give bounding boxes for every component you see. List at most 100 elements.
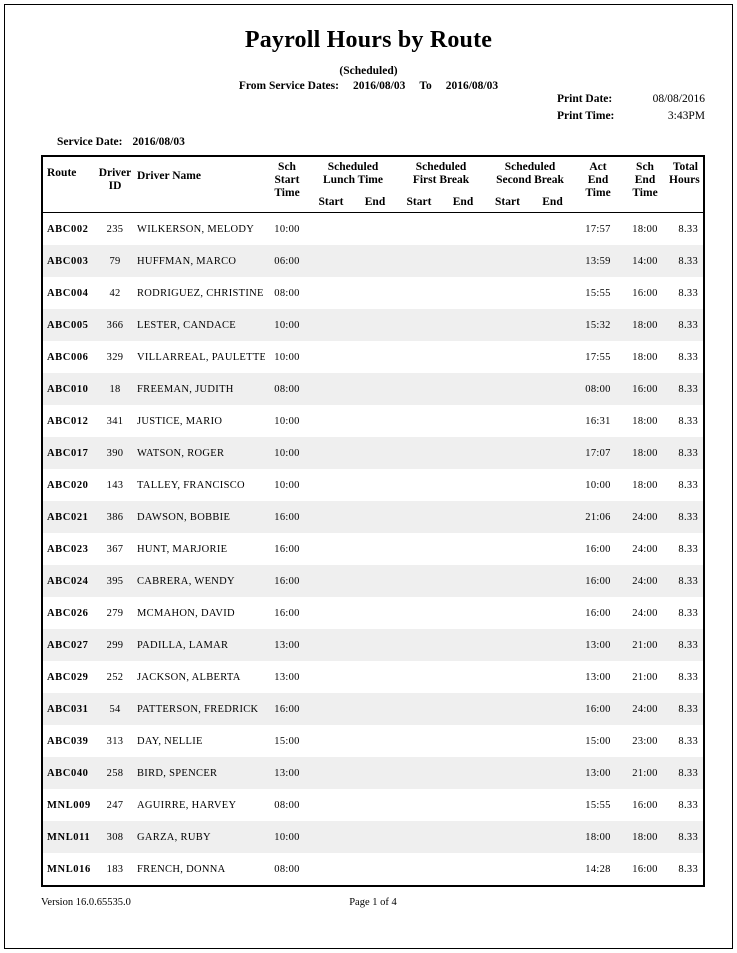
cell-driver-name: FREEMAN, JUDITH <box>137 383 234 395</box>
second-break-start-header: Start <box>495 196 520 208</box>
cell-route: ABC012 <box>47 415 89 427</box>
cell-driver-id: 183 <box>106 863 124 875</box>
cell-route: ABC040 <box>47 767 89 779</box>
cell-route: ABC002 <box>47 223 89 235</box>
cell-driver-name: WATSON, ROGER <box>137 447 225 459</box>
table-row: ABC029 252 JACKSON, ALBERTA 13:00 13:00 … <box>43 661 703 693</box>
cell-sch-start-time: 13:00 <box>274 639 300 651</box>
cell-route: ABC017 <box>47 447 89 459</box>
cell-driver-id: 367 <box>106 543 124 555</box>
cell-act-end-time: 17:07 <box>585 447 611 459</box>
cell-sch-start-time: 10:00 <box>274 351 300 363</box>
table-row: ABC024 395 CABRERA, WENDY 16:00 16:00 24… <box>43 565 703 597</box>
cell-total-hours: 8.33 <box>678 479 698 491</box>
table-body: ABC002 235 WILKERSON, MELODY 10:00 17:57… <box>43 213 703 885</box>
table-row: ABC010 18 FREEMAN, JUDITH 08:00 08:00 16… <box>43 373 703 405</box>
cell-sch-start-time: 08:00 <box>274 383 300 395</box>
table-row: ABC031 54 PATTERSON, FREDRICK 16:00 16:0… <box>43 693 703 725</box>
cell-driver-id: 279 <box>106 607 124 619</box>
cell-total-hours: 8.33 <box>678 351 698 363</box>
cell-total-hours: 8.33 <box>678 799 698 811</box>
table-row: ABC004 42 RODRIGUEZ, CHRISTINE 08:00 15:… <box>43 277 703 309</box>
service-date-label: Service Date: <box>57 136 123 148</box>
print-date-label: Print Date: <box>557 93 613 105</box>
cell-driver-id: 395 <box>106 575 124 587</box>
cell-driver-name: LESTER, CANDACE <box>137 319 236 331</box>
cell-route: ABC029 <box>47 671 89 683</box>
cell-act-end-time: 15:00 <box>585 735 611 747</box>
cell-route: ABC024 <box>47 575 89 587</box>
cell-act-end-time: 13:00 <box>585 671 611 683</box>
col-group-first-break: Scheduled First Break Start End <box>397 157 485 212</box>
to-label: To <box>419 80 432 92</box>
cell-sch-start-time: 16:00 <box>274 607 300 619</box>
cell-sch-end-time: 24:00 <box>632 575 658 587</box>
first-break-sub-headers: Start End <box>397 196 485 212</box>
cell-sch-end-time: 24:00 <box>632 543 658 555</box>
cell-sch-start-time: 16:00 <box>274 703 300 715</box>
table-row: MNL016 183 FRENCH, DONNA 08:00 14:28 16:… <box>43 853 703 885</box>
cell-driver-id: 313 <box>106 735 124 747</box>
cell-total-hours: 8.33 <box>678 831 698 843</box>
print-date-row: Print Date: 08/08/2016 <box>557 93 705 105</box>
cell-sch-start-time: 10:00 <box>274 223 300 235</box>
cell-act-end-time: 13:00 <box>585 639 611 651</box>
table-row: ABC026 279 MCMAHON, DAVID 16:00 16:00 24… <box>43 597 703 629</box>
cell-route: ABC020 <box>47 479 89 491</box>
cell-sch-end-time: 18:00 <box>632 415 658 427</box>
table-row: ABC012 341 JUSTICE, MARIO 10:00 16:31 18… <box>43 405 703 437</box>
cell-sch-start-time: 10:00 <box>274 447 300 459</box>
col-header-sch-end-time: Sch End Time <box>632 161 658 199</box>
cell-driver-name: HUNT, MARJORIE <box>137 543 228 555</box>
cell-sch-start-time: 16:00 <box>274 575 300 587</box>
cell-driver-name: MCMAHON, DAVID <box>137 607 235 619</box>
cell-sch-end-time: 14:00 <box>632 255 658 267</box>
cell-driver-name: TALLEY, FRANCISCO <box>137 479 245 491</box>
cell-total-hours: 8.33 <box>678 223 698 235</box>
table-row: ABC040 258 BIRD, SPENCER 13:00 13:00 21:… <box>43 757 703 789</box>
cell-total-hours: 8.33 <box>678 735 698 747</box>
cell-driver-id: 235 <box>106 223 124 235</box>
cell-total-hours: 8.33 <box>678 575 698 587</box>
cell-total-hours: 8.33 <box>678 607 698 619</box>
cell-act-end-time: 08:00 <box>585 383 611 395</box>
cell-act-end-time: 21:06 <box>585 511 611 523</box>
cell-sch-start-time: 13:00 <box>274 671 300 683</box>
cell-act-end-time: 13:00 <box>585 767 611 779</box>
cell-total-hours: 8.33 <box>678 287 698 299</box>
print-time-label: Print Time: <box>557 110 615 122</box>
report-title: Payroll Hours by Route <box>244 27 493 53</box>
cell-total-hours: 8.33 <box>678 671 698 683</box>
cell-driver-id: 42 <box>109 287 121 299</box>
table-header-row: Route Driver ID Driver Name Sch Start Ti… <box>43 157 703 213</box>
col-header-driver-id: Driver ID <box>98 167 132 192</box>
cell-sch-end-time: 16:00 <box>632 863 658 875</box>
cell-sch-end-time: 21:00 <box>632 671 658 683</box>
report-page: Payroll Hours by Route (Scheduled) From … <box>4 4 733 949</box>
cell-route: MNL009 <box>47 799 91 811</box>
cell-sch-start-time: 08:00 <box>274 799 300 811</box>
cell-sch-end-time: 24:00 <box>632 703 658 715</box>
cell-total-hours: 8.33 <box>678 703 698 715</box>
cell-act-end-time: 17:57 <box>585 223 611 235</box>
cell-sch-start-time: 16:00 <box>274 543 300 555</box>
print-time-value: 3:43PM <box>667 110 705 122</box>
cell-sch-start-time: 10:00 <box>274 319 300 331</box>
table-row: ABC003 79 HUFFMAN, MARCO 06:00 13:59 14:… <box>43 245 703 277</box>
cell-route: ABC005 <box>47 319 89 331</box>
cell-driver-name: DAY, NELLIE <box>137 735 203 747</box>
table-row: MNL011 308 GARZA, RUBY 10:00 18:00 18:00… <box>43 821 703 853</box>
cell-sch-end-time: 21:00 <box>632 639 658 651</box>
print-time-row: Print Time: 3:43PM <box>557 110 705 122</box>
table-row: ABC017 390 WATSON, ROGER 10:00 17:07 18:… <box>43 437 703 469</box>
table-row: ABC039 313 DAY, NELLIE 15:00 15:00 23:00… <box>43 725 703 757</box>
col-header-total-hours: Total Hours <box>669 161 700 186</box>
cell-act-end-time: 15:55 <box>585 799 611 811</box>
cell-total-hours: 8.33 <box>678 319 698 331</box>
payroll-table: Route Driver ID Driver Name Sch Start Ti… <box>41 155 705 887</box>
service-date-line: Service Date: 2016/08/03 <box>57 136 185 148</box>
table-row: ABC023 367 HUNT, MARJORIE 16:00 16:00 24… <box>43 533 703 565</box>
cell-act-end-time: 18:00 <box>585 831 611 843</box>
to-date-value: 2016/08/03 <box>445 80 499 92</box>
cell-driver-name: PADILLA, LAMAR <box>137 639 229 651</box>
